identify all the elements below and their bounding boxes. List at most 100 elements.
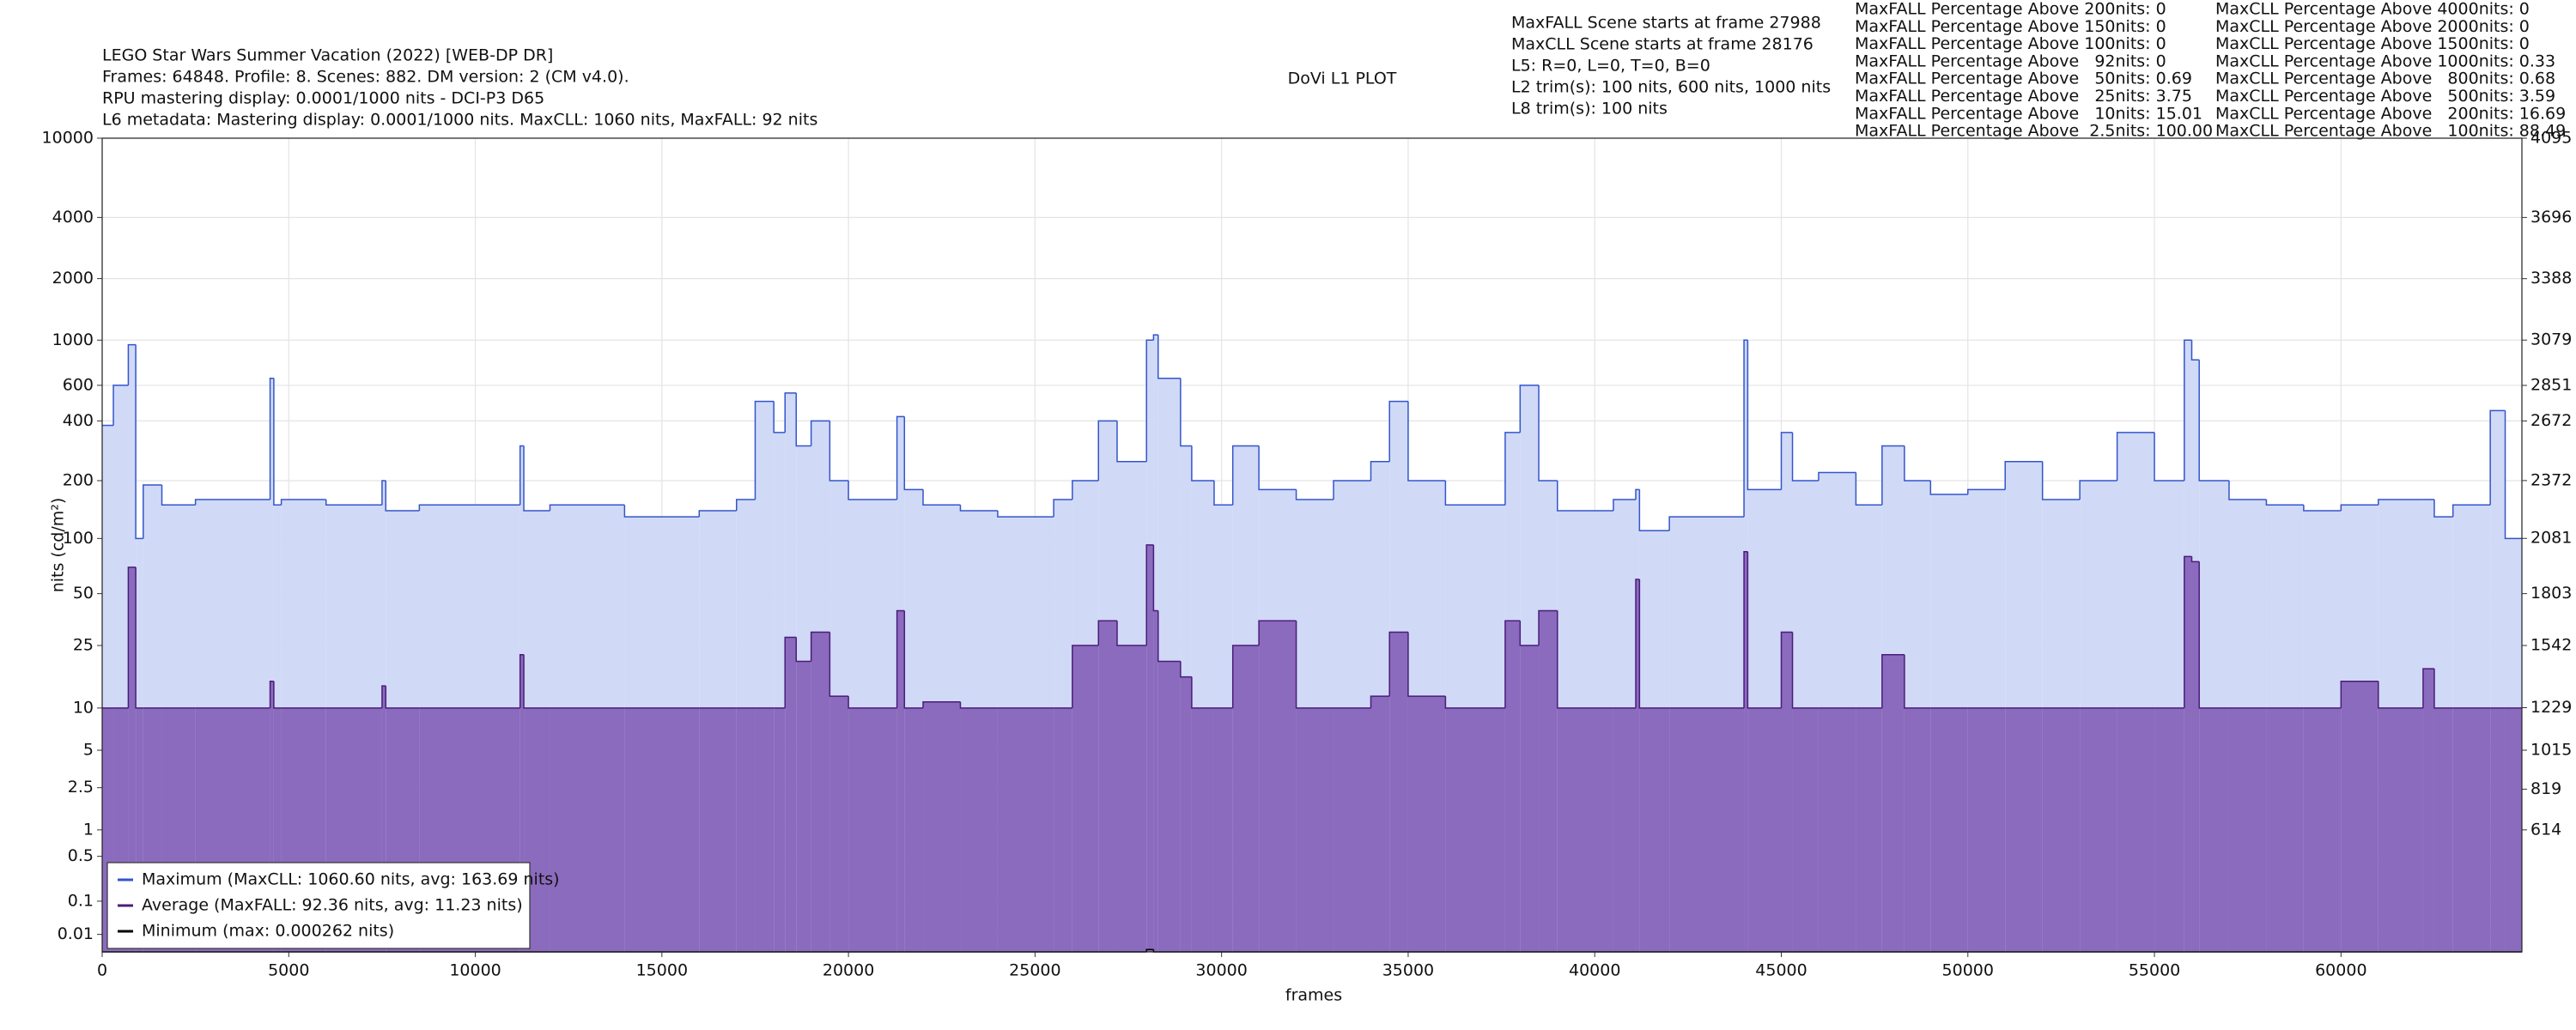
y2-tick-label: 3388 — [2530, 269, 2572, 288]
line-step — [903, 610, 924, 709]
area-step — [785, 637, 797, 952]
area-step — [904, 707, 924, 952]
area-step — [1747, 707, 1782, 952]
line-step — [2489, 409, 2506, 506]
line-step — [1668, 516, 1745, 531]
line-step — [273, 681, 282, 709]
area-step — [270, 378, 274, 952]
area-step — [1191, 707, 1214, 952]
area-step — [624, 707, 700, 952]
stat-line: MaxFALL Percentage Above 200nits: 0 — [1855, 0, 2166, 19]
y-tick-label: 400 — [63, 411, 94, 430]
line-step — [1904, 654, 1931, 709]
line-step — [1780, 432, 1793, 490]
line-step — [698, 510, 737, 518]
line-step — [1097, 420, 1117, 481]
line-step — [127, 566, 137, 708]
line-step — [2378, 681, 2423, 709]
area-step — [1856, 707, 1882, 952]
y-tick-label: 4000 — [52, 208, 94, 227]
legend-label: Average (MaxFALL: 92.36 nits, avg: 11.23… — [142, 896, 523, 915]
y2-tick-label: 1542 — [2530, 636, 2572, 655]
line-step — [1407, 632, 1446, 697]
line-step — [1191, 676, 1214, 709]
y2-tick-label: 614 — [2530, 820, 2561, 839]
line-step — [2198, 360, 2229, 482]
line-step — [1881, 653, 1905, 708]
x-tick-label: 15000 — [636, 961, 688, 980]
area-step — [1146, 544, 1154, 952]
area-step — [997, 707, 1054, 952]
line-step — [2265, 499, 2304, 506]
area-step — [796, 661, 811, 952]
area-step — [2341, 681, 2379, 952]
line-step — [1191, 445, 1214, 482]
line-step — [385, 686, 420, 709]
area-step — [896, 610, 905, 952]
line-step — [848, 480, 897, 500]
area-step — [736, 707, 756, 952]
area-step — [1967, 707, 2006, 952]
y-tick-label: 2.5 — [68, 778, 94, 797]
info-line: RPU mastering display: 0.0001/1000 nits … — [102, 89, 544, 108]
area-step — [1744, 551, 1748, 952]
line-step — [1557, 480, 1613, 512]
area-step — [1389, 632, 1408, 952]
y-tick-label: 100 — [63, 529, 94, 548]
area-step — [1180, 676, 1192, 952]
area-step — [1818, 707, 1856, 952]
line-step — [269, 377, 274, 500]
line-step — [1152, 334, 1158, 341]
line-step — [1881, 445, 1905, 506]
line-step — [922, 700, 961, 708]
area-step — [811, 632, 830, 952]
area-step — [1116, 645, 1147, 952]
line-step — [1904, 445, 1931, 482]
x-tick-label: 40000 — [1569, 961, 1620, 980]
y-tick-label: 5 — [83, 741, 94, 760]
line-step — [1504, 432, 1521, 506]
line-step — [325, 499, 382, 506]
line-step — [1444, 480, 1505, 506]
line-step — [1635, 488, 1640, 500]
line-step — [161, 485, 196, 506]
y2-tick-label: 2851 — [2530, 375, 2572, 394]
line-step — [1747, 551, 1782, 709]
info-line: MaxCLL Scene starts at frame 28176 — [1511, 35, 1814, 54]
line-step — [795, 637, 811, 663]
area-step — [1613, 707, 1637, 952]
area-step — [1232, 645, 1260, 952]
line-step — [735, 499, 756, 511]
area-step — [1539, 610, 1558, 952]
line-step — [194, 499, 270, 506]
line-step — [385, 480, 420, 512]
stat-line: MaxFALL Percentage Above 2.5nits: 100.00 — [1855, 122, 2213, 141]
area-step — [270, 681, 274, 952]
line-step — [1072, 645, 1099, 708]
x-tick-label: 50000 — [1942, 961, 1994, 980]
line-step — [2303, 505, 2342, 512]
area-step — [1054, 707, 1072, 952]
x-tick-label: 45000 — [1755, 961, 1807, 980]
line-step — [848, 696, 897, 709]
stat-line: MaxCLL Percentage Above 4000nits: 0 — [2215, 0, 2530, 19]
line-step — [2504, 410, 2522, 540]
area-step — [2080, 707, 2117, 952]
y2-tick-label: 1015 — [2530, 741, 2572, 760]
line-step — [2340, 504, 2379, 511]
line-step — [2154, 432, 2184, 482]
line-step — [1791, 432, 1819, 482]
area-step — [2505, 707, 2522, 952]
area-step — [1153, 610, 1158, 952]
area-step — [755, 707, 775, 952]
area-step — [550, 707, 625, 952]
line-step — [922, 489, 961, 506]
line-step — [1333, 480, 1371, 500]
x-tick-label: 0 — [97, 961, 107, 980]
line-step — [1743, 339, 1748, 518]
area-step — [2228, 707, 2267, 952]
line-step — [280, 499, 326, 506]
line-step — [2198, 561, 2229, 709]
line-step — [829, 632, 849, 697]
